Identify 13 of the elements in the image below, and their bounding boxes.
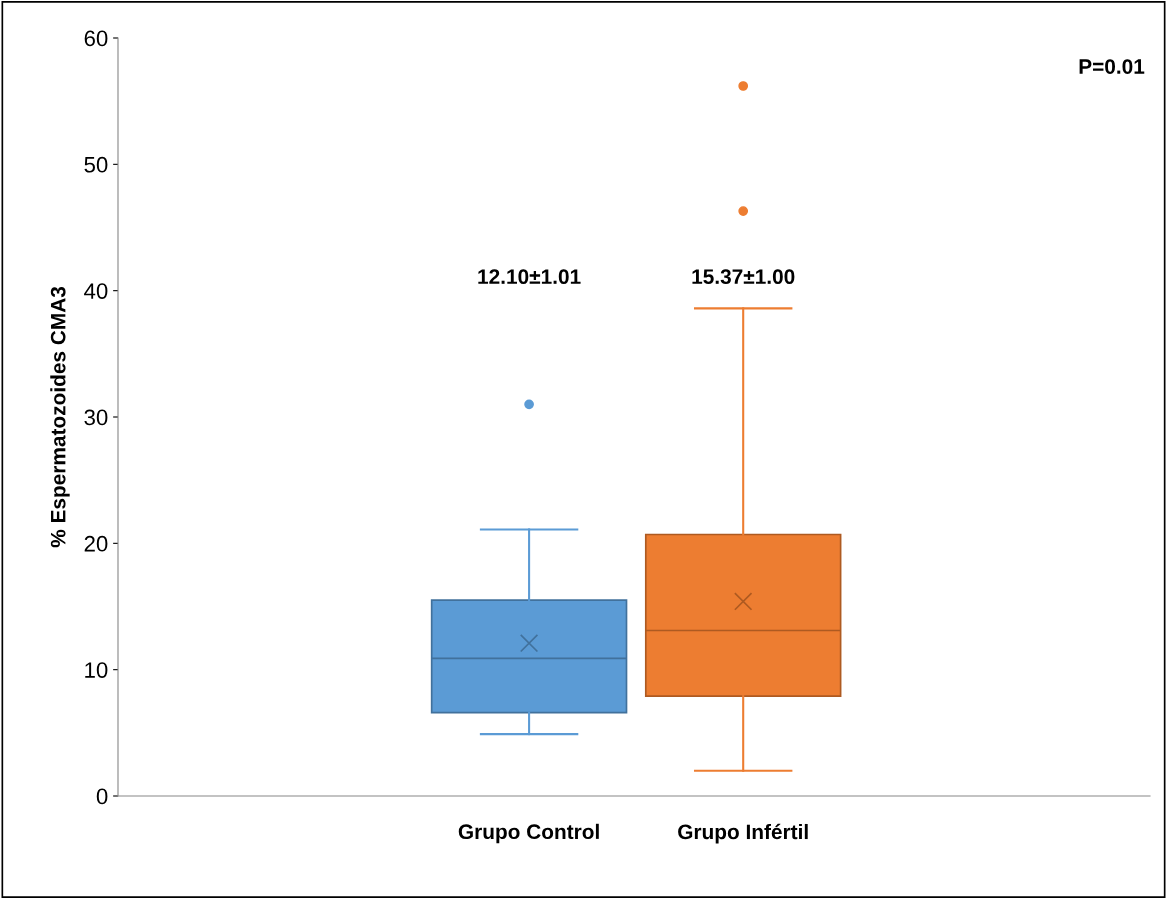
x-tick-label: Grupo Control	[458, 823, 599, 844]
annotation: P=0.01	[1079, 59, 1145, 74]
x-tick-label: Grupo Infértil	[678, 823, 808, 844]
y-tick-label: 50	[84, 156, 108, 173]
annotation: 15.37±1.00	[692, 269, 795, 285]
y-tick-label: 10	[85, 662, 108, 678]
y-tick-label: 60	[84, 30, 108, 47]
y-tick-label: 20	[84, 535, 108, 552]
y-axis-title: % Espermatozoides CMA3	[50, 286, 70, 548]
annotation: 12.10±1.01	[478, 269, 581, 285]
y-tick-label: 0	[96, 788, 108, 805]
y-tick-label: 30	[84, 409, 108, 426]
y-tick-label: 40	[84, 283, 108, 299]
